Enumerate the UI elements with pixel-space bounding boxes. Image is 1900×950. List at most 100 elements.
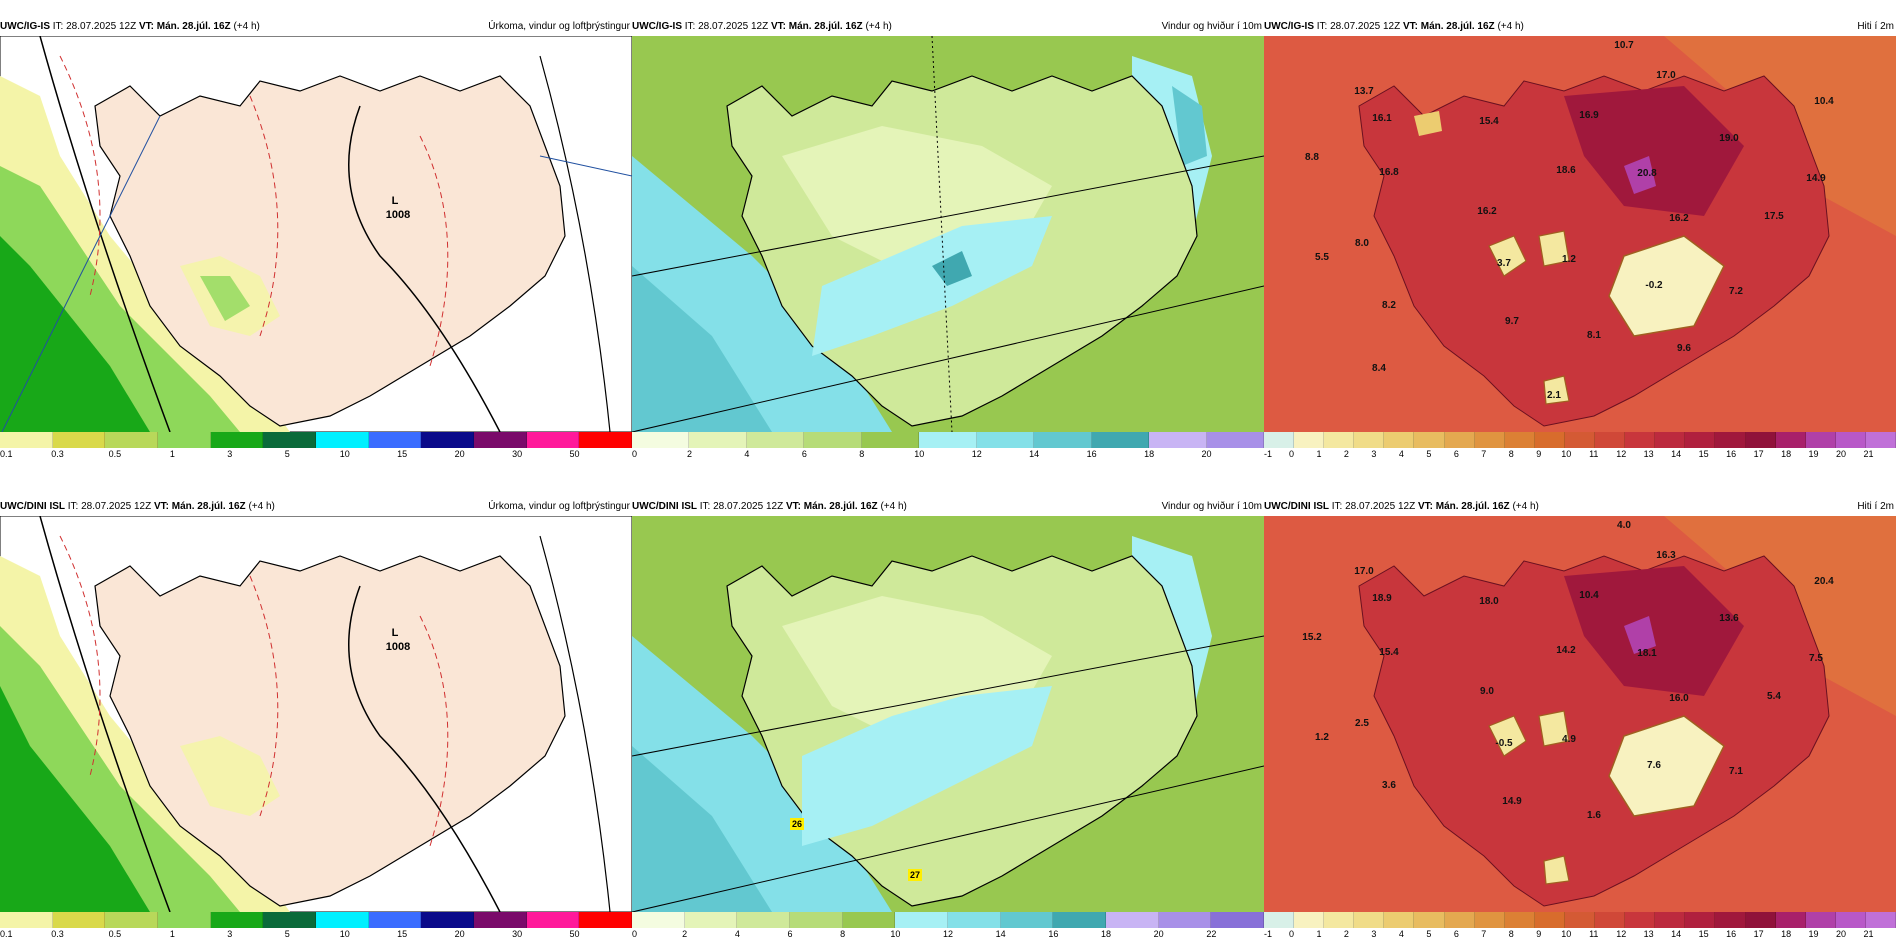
precip-colorbar: 0.1 0.3 0.5 1 3 5 10 15 20 30 50 <box>0 912 633 940</box>
panel-header: UWC/DINI ISL IT: 28.07.2025 12Z VT: Mán.… <box>0 498 632 516</box>
lead-time: (+4 h) <box>880 501 907 512</box>
colorbar-swatch <box>474 432 527 448</box>
colorbar-tick-label: 6 <box>787 929 793 939</box>
valid-time: VT: Mán. 28.júl. 16Z <box>138 21 231 32</box>
colorbar-swatch <box>105 912 159 928</box>
temp-value-label: 17.0 <box>1656 70 1676 81</box>
init-time: IT: 28.07.2025 12Z <box>684 21 769 32</box>
temp-value-label: 2.5 <box>1355 718 1369 729</box>
colorbar-swatch <box>316 432 369 448</box>
colorbar-swatch <box>1595 432 1626 448</box>
init-time: IT: 28.07.2025 12Z <box>67 501 152 512</box>
wind-colorbar-ticks: 0 2 4 6 8 10 12 14 16 18 20 <box>632 448 1264 460</box>
temp-value-label: 8.0 <box>1355 238 1369 249</box>
iceland-land <box>94 75 566 427</box>
colorbar-swatch <box>1324 912 1355 928</box>
temp-value-label: 4.0 <box>1617 520 1631 531</box>
colorbar-swatch <box>1354 912 1385 928</box>
model-name: UWC/DINI ISL <box>0 501 65 512</box>
gust-label: 27 <box>910 870 920 880</box>
low-pressure-value: 1008 <box>386 641 410 653</box>
colorbar-swatch <box>1384 432 1415 448</box>
lead-time: (+4 h) <box>1512 501 1539 512</box>
temp-value-label: 7.6 <box>1647 760 1661 771</box>
colorbar-swatch <box>1034 432 1092 448</box>
colorbar-tick-label: 8 <box>1508 449 1514 459</box>
colorbar-tick-label: 3 <box>227 449 233 459</box>
panel-header: UWC/IG-IS IT: 28.07.2025 12Z VT: Mán. 28… <box>632 18 1264 36</box>
colorbar-tick-label: 20 <box>454 929 465 939</box>
colorbar-swatch <box>804 432 862 448</box>
lead-time: (+4 h) <box>233 21 260 32</box>
precip-colorbar: 0.1 0.3 0.5 1 3 5 10 15 20 30 50 <box>0 432 633 460</box>
colorbar-swatch <box>1835 432 1866 448</box>
colorbar-swatch <box>1835 912 1866 928</box>
valid-time: VT: Mán. 28.júl. 16Z <box>770 21 863 32</box>
colorbar-tick-label: 0.5 <box>108 929 122 939</box>
colorbar-swatch <box>1685 912 1716 928</box>
panel-title: Vindur og hviður í 10m <box>1161 501 1262 512</box>
colorbar-swatch <box>1053 912 1107 928</box>
temp-colorbar-swatches <box>1264 912 1896 928</box>
colorbar-tick-label: 7 <box>1481 929 1487 939</box>
init-time: IT: 28.07.2025 12Z <box>1331 501 1416 512</box>
temp-value-label: 9.7 <box>1505 316 1519 327</box>
temp-value-label: 4.9 <box>1562 734 1576 745</box>
temp-map: 4.0 17.0 18.9 15.2 15.4 18.0 10.4 16.3 20.4 13.6 1… <box>1264 516 1896 912</box>
colorbar-swatch <box>689 432 747 448</box>
temp-value-label: 7.1 <box>1729 766 1743 777</box>
colorbar-tick-label: 22 <box>1206 929 1217 939</box>
colorbar-swatch <box>368 912 422 928</box>
colorbar-tick-label: 0.5 <box>108 449 122 459</box>
colorbar-tick-label: 30 <box>512 929 523 939</box>
colorbar-swatch <box>158 432 211 448</box>
temp-value-label: 18.9 <box>1372 593 1392 604</box>
colorbar-swatch <box>1091 432 1150 448</box>
colorbar-swatch <box>632 912 685 928</box>
model-name: UWC/DINI ISL <box>1264 501 1329 512</box>
temp-colorbar-ticks: -1 0 1 2 3 4 5 6 7 8 9 10 11 12 13 14 15 16 17 18 19 20 21 <box>1264 928 1896 940</box>
colorbar-swatch <box>1504 912 1535 928</box>
colorbar-tick-label: 0.1 <box>0 449 13 459</box>
panel-header: UWC/IG-IS IT: 28.07.2025 12Z VT: Mán. 28… <box>0 18 632 36</box>
temp-value-label: 1.2 <box>1562 254 1576 265</box>
temp-value-label: 19.0 <box>1719 133 1739 144</box>
colorbar-swatch <box>1595 912 1626 928</box>
colorbar-swatch <box>1655 432 1686 448</box>
colorbar-tick-label: 20 <box>1201 449 1212 459</box>
colorbar-swatch <box>1384 912 1415 928</box>
colorbar-tick-label: 0 <box>1288 929 1294 939</box>
colorbar-tick-label: 4 <box>734 929 740 939</box>
colorbar-swatch <box>263 432 317 448</box>
colorbar-swatch <box>105 432 159 448</box>
lead-time: (+4 h) <box>248 501 275 512</box>
colorbar-tick-label: 17 <box>1753 929 1764 939</box>
colorbar-tick-label: 10 <box>1561 449 1572 459</box>
temp-value-label: 16.2 <box>1477 206 1497 217</box>
colorbar-tick-label: 0 <box>632 449 638 459</box>
colorbar-tick-label: 16 <box>1726 929 1737 939</box>
colorbar-tick-label: 18 <box>1781 929 1792 939</box>
low-pressure-value: 1008 <box>386 209 410 221</box>
temp-value-label: 17.0 <box>1354 566 1374 577</box>
colorbar-tick-label: 5 <box>284 929 290 939</box>
colorbar-swatch <box>1715 912 1746 928</box>
precip-map: L 1008 <box>0 516 632 912</box>
colorbar-swatch <box>1106 912 1159 928</box>
precip-panel-row1: UWC/IG-IS IT: 28.07.2025 12Z VT: Mán. 28… <box>0 18 633 462</box>
colorbar-tick-label: 15 <box>1698 929 1709 939</box>
colorbar-swatch <box>1534 432 1565 448</box>
colorbar-swatch <box>158 912 211 928</box>
temp-panel-row2: UWC/DINI ISL IT: 28.07.2025 12Z VT: Mán.… <box>1264 498 1896 942</box>
colorbar-tick-label: 20 <box>1153 929 1164 939</box>
temp-value-label: 8.1 <box>1587 330 1601 341</box>
temp-value-label: 8.4 <box>1372 363 1386 374</box>
colorbar-swatch <box>1564 912 1596 928</box>
temp-colorbar: -1 0 1 2 3 4 5 6 7 8 9 10 11 12 13 14 15 16 17 18 19 20 21 <box>1264 912 1896 940</box>
wind-colorbar-swatches <box>632 912 1265 928</box>
temp-value-label: 16.3 <box>1656 550 1676 561</box>
iceland-land <box>94 555 566 907</box>
wind-colorbar-ticks: 0 2 4 6 8 10 12 14 16 18 20 22 <box>632 928 1264 940</box>
colorbar-swatch <box>52 432 106 448</box>
colorbar-tick-label: 14 <box>1029 449 1040 459</box>
